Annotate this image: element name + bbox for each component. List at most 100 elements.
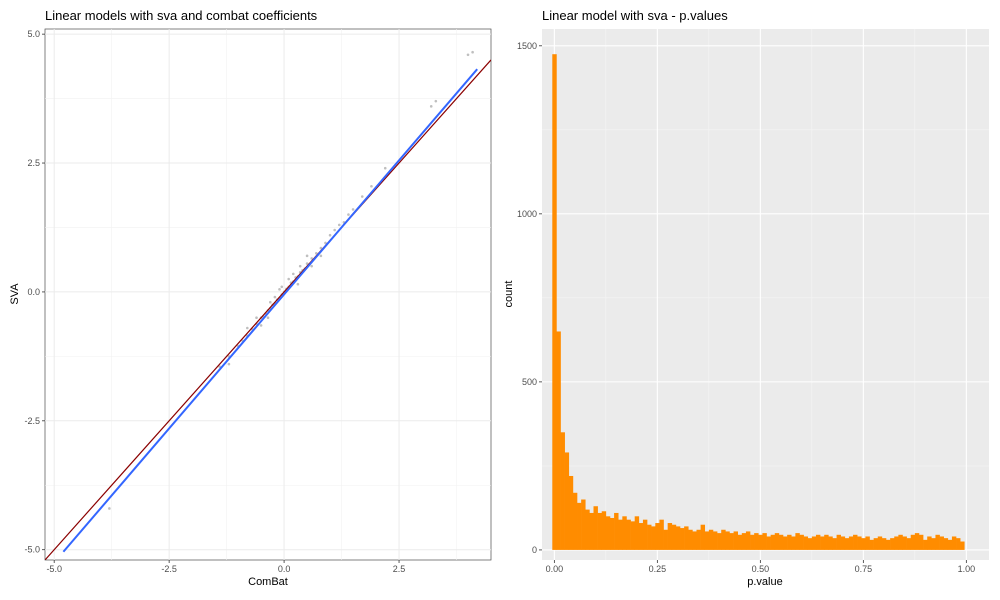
- histogram-bar: [630, 521, 635, 550]
- histogram-bar: [684, 526, 689, 550]
- scatter-lines: [45, 59, 491, 560]
- histogram-bar: [848, 536, 854, 550]
- histogram-bar: [663, 529, 668, 550]
- histogram-bar: [795, 533, 800, 550]
- scatter-point: [310, 264, 313, 268]
- scatter-point: [337, 223, 341, 227]
- histogram-bar: [799, 534, 804, 550]
- histogram-bar: [890, 538, 895, 550]
- histogram-bar: [791, 536, 796, 550]
- scatter-identity-line: [45, 59, 491, 560]
- histogram-bar: [688, 529, 693, 550]
- histogram-bar: [655, 523, 660, 550]
- scatter-panel: Linear models with sva and combat coeffi…: [9, 8, 492, 588]
- histogram-bar: [956, 538, 961, 550]
- histogram-y-tick-label: 0: [532, 545, 537, 555]
- histogram-bar: [832, 538, 837, 550]
- scatter-point: [280, 285, 284, 289]
- histogram-bar: [770, 534, 776, 550]
- histogram-bar: [902, 536, 907, 550]
- histogram-bar: [939, 536, 944, 550]
- scatter-point: [319, 246, 323, 250]
- histogram-grid: [542, 29, 989, 560]
- scatter-point: [434, 99, 438, 103]
- histogram-bar: [918, 534, 924, 550]
- scatter-point: [370, 184, 373, 188]
- histogram-y-axis-label: count: [503, 281, 515, 308]
- histogram-bar: [861, 538, 866, 550]
- histogram-y-tick-label: 1000: [517, 209, 537, 219]
- scatter-point: [466, 53, 470, 57]
- histogram-ticks: 0.00 0.25 0.50 0.75 1.00 0 500 1000 1500: [517, 41, 975, 574]
- scatter-point: [305, 262, 309, 265]
- histogram-bar: [906, 538, 912, 550]
- histogram-bar: [898, 534, 903, 550]
- histogram-bar: [597, 512, 603, 550]
- histogram-x-tick-label: 0.00: [546, 564, 564, 574]
- scatter-point: [471, 50, 474, 54]
- histogram-bar: [659, 519, 664, 550]
- histogram-bar: [647, 524, 652, 550]
- scatter-point: [383, 166, 387, 170]
- scatter-x-tick-label: -2.5: [161, 564, 177, 574]
- scatter-y-tick-label: 2.5: [27, 158, 40, 168]
- scatter-x-tick-label: 0.0: [278, 564, 291, 574]
- scatter-point: [324, 241, 327, 245]
- histogram-bar: [923, 539, 928, 550]
- scatter-x-tick-label: 2.5: [393, 564, 406, 574]
- scatter-point: [351, 208, 355, 211]
- scatter-point: [298, 264, 302, 268]
- histogram-bar: [774, 533, 780, 550]
- scatter-plot-area: [44, 28, 492, 561]
- histogram-bar: [712, 531, 718, 550]
- histogram-bar: [758, 534, 763, 550]
- histogram-bar: [700, 524, 706, 550]
- histogram-bar: [873, 538, 879, 550]
- histogram-bar: [762, 533, 767, 550]
- histogram-bar: [840, 536, 846, 550]
- histogram-bar: [881, 538, 887, 550]
- scatter-point: [305, 254, 309, 258]
- scatter-point: [360, 195, 364, 198]
- scatter-point: [259, 324, 263, 327]
- histogram-bar: [725, 531, 730, 550]
- histogram-y-tick-label: 1500: [517, 41, 537, 51]
- histogram-panel: Linear model with sva - p.values 0.00 0.2…: [503, 8, 989, 588]
- histogram-x-tick-label: 0.50: [752, 564, 770, 574]
- histogram-bar: [609, 517, 615, 550]
- scatter-x-axis-label: ComBat: [248, 576, 288, 588]
- scatter-y-tick-label: 5.0: [27, 29, 40, 39]
- histogram-bar: [626, 519, 631, 550]
- scatter-point: [347, 213, 350, 216]
- histogram-bar: [943, 538, 949, 550]
- scatter-point: [296, 282, 300, 286]
- scatter-point: [333, 228, 336, 232]
- histogram-bar: [783, 536, 788, 550]
- histogram-plot-area: [542, 29, 989, 560]
- histogram-bar: [696, 529, 701, 550]
- scatter-point: [310, 257, 313, 260]
- histogram-bar: [877, 536, 883, 550]
- scatter-y-tick-label: -5.0: [24, 545, 40, 555]
- histogram-bar: [836, 534, 841, 550]
- scatter-y-tick-label: 0.0: [27, 287, 40, 297]
- scatter-point: [278, 288, 281, 291]
- histogram-y-tick-label: 500: [522, 377, 537, 387]
- histogram-bar: [886, 539, 891, 550]
- scatter-point: [319, 254, 323, 258]
- histogram-bar: [914, 533, 920, 550]
- scatter-point: [108, 507, 111, 510]
- scatter-point: [273, 295, 277, 299]
- histogram-bar: [577, 502, 582, 550]
- histogram-bar: [754, 533, 759, 550]
- histogram-bar: [589, 512, 594, 550]
- histogram-bar: [815, 534, 821, 550]
- histogram-bar: [778, 534, 784, 550]
- scatter-point: [287, 277, 290, 281]
- histogram-bar: [865, 536, 870, 550]
- histogram-bar: [820, 536, 825, 550]
- histogram-bar: [680, 528, 685, 550]
- histogram-bar: [869, 539, 874, 550]
- histogram-bar: [560, 432, 565, 550]
